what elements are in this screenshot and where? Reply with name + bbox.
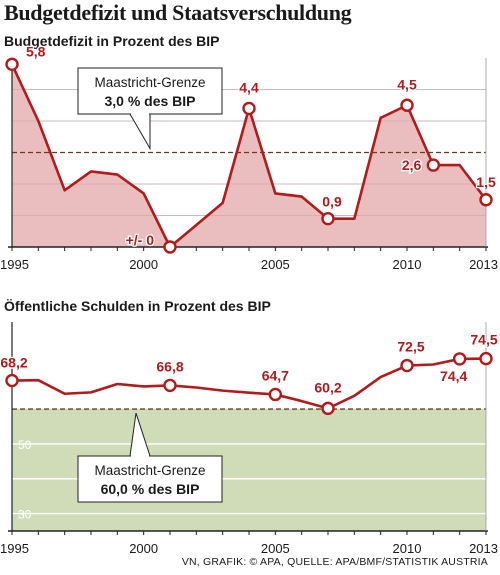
debt-chart-title: Öffentliche Schulden in Prozent des BIP — [4, 298, 271, 314]
deficit-x-tick-label: 2005 — [261, 257, 290, 272]
deficit-x-tick-label: 1995 — [0, 257, 29, 272]
debt-y-tick-label: 50 — [18, 438, 32, 452]
deficit-chart-title: Budgetdefizit in Prozent des BIP — [4, 33, 220, 49]
deficit-marker — [321, 211, 335, 226]
debt-callout-line2: 60,0 % des BIP — [101, 481, 200, 497]
debt-data-label: 68,2 — [0, 355, 27, 371]
deficit-data-label: 4,5 — [397, 76, 417, 92]
deficit-marker — [242, 101, 256, 116]
debt-data-label: 74,4 — [440, 368, 467, 384]
deficit-data-label: 5,8 — [26, 43, 46, 59]
deficit-x-tick-label: 2000 — [129, 257, 158, 272]
debt-chart: 30 50 1995 2000 2005 2010 2013 68,2 66,8 64,7 60,2… — [0, 322, 499, 556]
debt-marker — [400, 358, 414, 373]
debt-marker — [452, 352, 467, 366]
deficit-data-label: 4,4 — [239, 79, 259, 95]
deficit-callout-box — [77, 67, 223, 115]
debt-marker — [5, 373, 19, 388]
deficit-chart: 1995 2000 2005 2010 2013 5,8 +/- 0 4,4 0,9 4,5 2,6… — [0, 42, 498, 272]
debt-marker — [268, 387, 283, 402]
deficit-marker — [479, 193, 493, 207]
debt-y-tick-label: 30 — [18, 508, 32, 522]
debt-data-label: 74,5 — [470, 332, 497, 348]
deficit-data-label: 2,6 — [402, 157, 422, 173]
debt-callout-box — [77, 455, 223, 503]
debt-marker — [163, 378, 177, 393]
deficit-callout-line1: Maastricht-Grenze — [94, 75, 205, 90]
debt-callout-line1: Maastricht-Grenze — [94, 463, 205, 478]
debt-data-label: 64,7 — [262, 367, 289, 383]
deficit-marker — [163, 240, 177, 254]
deficit-area — [12, 64, 486, 247]
debt-data-label: 60,2 — [314, 379, 341, 395]
source-footer: VN, GRAFIK: © APA, QUELLE: APA/BMF/STATI… — [181, 556, 488, 568]
debt-marker — [479, 351, 493, 366]
deficit-marker — [5, 57, 19, 72]
deficit-marker — [400, 98, 414, 112]
deficit-x-tick-label: 2010 — [393, 257, 422, 272]
debt-x-tick-label: 2000 — [129, 541, 158, 556]
debt-marker — [321, 401, 335, 416]
deficit-data-label: 0,9 — [322, 194, 342, 210]
deficit-marker — [426, 158, 441, 172]
deficit-data-label: 1,5 — [476, 174, 496, 190]
deficit-x-tick-label: 2013 — [469, 257, 498, 272]
debt-x-tick-label: 1995 — [0, 541, 29, 556]
debt-data-label: 66,8 — [156, 358, 183, 374]
deficit-data-label: +/- 0 — [126, 232, 155, 248]
main-title: Budgetdefizit und Staatsverschuldung — [4, 0, 352, 25]
debt-x-tick-label: 2013 — [469, 541, 498, 556]
debt-x-tick-label: 2010 — [393, 541, 422, 556]
deficit-callout-line2: 3,0 % des BIP — [104, 93, 195, 109]
debt-x-tick-label: 2005 — [261, 541, 290, 556]
debt-data-label: 72,5 — [397, 339, 424, 355]
